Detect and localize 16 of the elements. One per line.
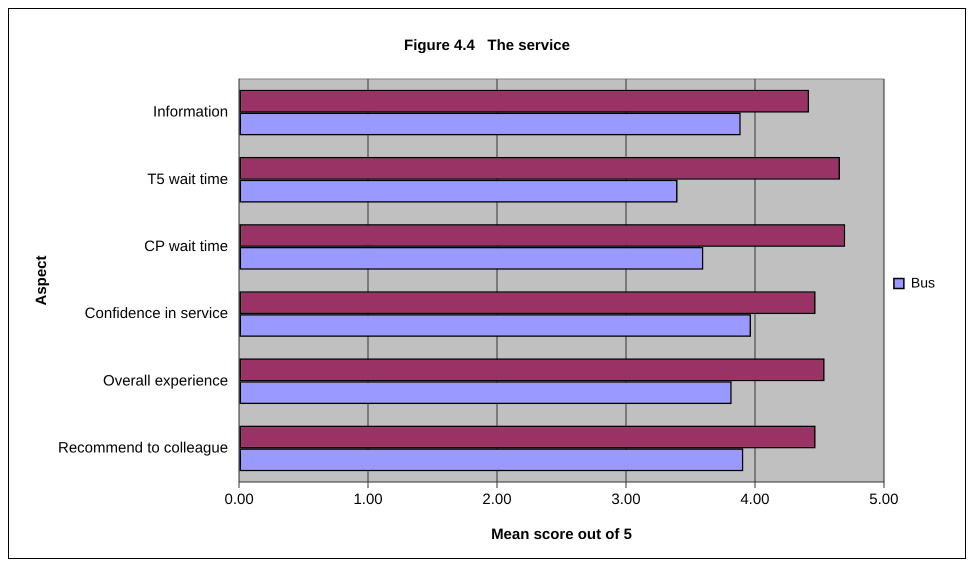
chart-title: Figure 4.4 The service [404,37,570,54]
y-tick-label: Overall experience [103,372,228,390]
y-tick-label: Information [153,104,228,121]
x-tick-label: 2.00 [482,491,512,508]
y-tick-label: CP wait time [144,238,228,256]
x-tick-label: 0.00 [224,491,254,508]
y-tick-label: Confidence in service [84,305,228,322]
x-tick-label: 4.00 [740,491,770,508]
y-tick-label: Recommend to colleague [58,440,228,457]
y-tick-label: T5 wait time [147,170,228,188]
x-tick-label: 5.00 [869,491,898,508]
x-tick-label: 1.00 [353,491,383,508]
legend-label: Bus [910,274,935,290]
y-axis-title: Aspect [33,255,50,306]
x-tick-label: 3.00 [611,491,641,508]
x-axis-title: Mean score out of 5 [491,526,632,544]
